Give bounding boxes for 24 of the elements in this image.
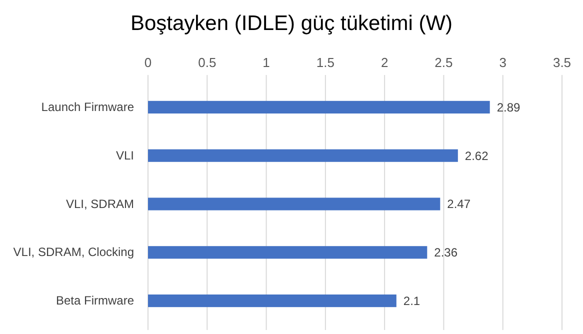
bar	[148, 149, 458, 162]
x-tick-label: 1	[262, 55, 270, 70]
y-tick-label: VLI	[116, 148, 134, 162]
chart-title: Boştayken (IDLE) güç tüketimi (W)	[130, 12, 453, 35]
bar	[148, 246, 428, 259]
y-tick-label: Launch Firmware	[41, 100, 134, 114]
bar	[148, 294, 396, 308]
x-tick-label: 0.5	[198, 55, 216, 70]
x-tick-label: 1.5	[316, 55, 334, 70]
y-tick-label: Beta Firmware	[56, 294, 134, 308]
data-label: 2.89	[496, 100, 521, 114]
x-tick-label: 2.5	[434, 55, 453, 70]
y-tick-label: VLI, SDRAM, Clocking	[13, 245, 134, 260]
x-tick-label: 2	[380, 55, 388, 70]
x-tick-label: 3	[499, 55, 506, 70]
y-tick-label: VLI, SDRAM	[66, 196, 134, 211]
x-tick-label: 3.5	[552, 55, 572, 70]
x-tick-label: 0	[144, 55, 152, 70]
data-label: 2.47	[447, 197, 471, 212]
data-label: 2.62	[464, 148, 489, 163]
data-label: 2.36	[434, 246, 458, 260]
bar	[148, 198, 440, 210]
bar	[148, 100, 490, 114]
data-label: 2.1	[403, 294, 420, 308]
